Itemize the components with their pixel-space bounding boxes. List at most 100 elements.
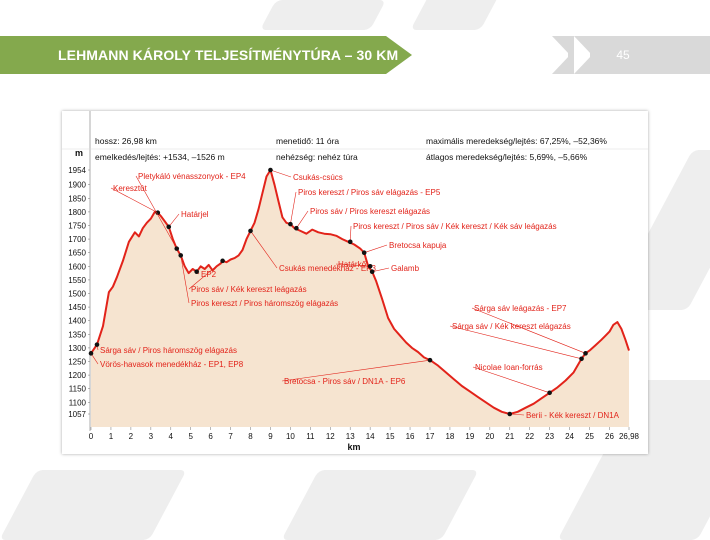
waypoint-marker [583, 351, 588, 356]
waypoint-leader-line [135, 175, 178, 249]
waypoint-marker [369, 269, 375, 275]
waypoint-marker [347, 239, 353, 245]
waypoint-leader-line [188, 260, 223, 290]
x-tick-label: 15 [386, 432, 395, 441]
x-tick-label: 8 [248, 432, 253, 441]
y-tick-label: 1650 [68, 249, 86, 258]
chevron-icon [574, 36, 592, 74]
y-tick-label: 1300 [68, 344, 86, 353]
y-tick-label: 1800 [68, 208, 86, 217]
waypoint-marker [155, 210, 161, 216]
chevron-icon [590, 36, 608, 74]
y-tick-label: 1700 [68, 235, 86, 244]
x-tick-label: 11 [306, 432, 315, 441]
x-tick-label: 3 [149, 432, 154, 441]
waypoint-label: Határjel [181, 210, 209, 219]
waypoint-leader-line [296, 210, 309, 229]
x-tick-label: 2 [129, 432, 134, 441]
background-shape [260, 0, 386, 30]
waypoint-label: Csukás menedékház - EP3 [279, 264, 376, 273]
x-tick-label: 1 [109, 432, 114, 441]
waypoint-marker [579, 356, 584, 362]
background-shape [410, 0, 500, 30]
waypoint-label: Sárga sáv leágazás - EP7 [474, 304, 567, 313]
x-tick-label: 14 [366, 432, 375, 441]
waypoint-marker [220, 258, 225, 264]
x-axis-label: km [347, 442, 360, 452]
header-band [0, 36, 386, 74]
y-tick-label: 1350 [68, 330, 86, 339]
x-tick-label: 12 [326, 432, 335, 441]
waypoint-leader-line [509, 413, 525, 416]
waypoint-label: Bretocsa - Piros sáv / DN1A - EP6 [284, 377, 406, 386]
waypoint-label: Piros kereszt / Piros háromszög elágazás [191, 299, 338, 308]
chevron-icon [552, 36, 570, 74]
waypoint-label: Sárga sáv / Piros háromszög elágazás [100, 346, 237, 355]
waypoint-leader-line [372, 267, 390, 273]
waypoint-label: Piros sáv / Piros kereszt elágazás [310, 207, 430, 216]
waypoint-leader-line [110, 187, 158, 213]
waypoint-leader-line [281, 359, 431, 382]
header-arrow [386, 36, 412, 74]
waypoint-marker [507, 411, 513, 417]
x-tick-label: 13 [346, 432, 355, 441]
x-tick-label: 0 [89, 432, 94, 441]
waypoint-leader-line [168, 213, 180, 228]
waypoint-marker [194, 269, 199, 275]
info-distance: hossz: 26,98 km [95, 136, 157, 146]
waypoint-leader-line [449, 325, 582, 360]
waypoint-label: Csukás-csúcs [293, 173, 343, 182]
waypoint-leader-line [471, 307, 586, 354]
info-max-gradient: maximális meredekség/lejtés: 67,25%, –52… [426, 136, 607, 146]
waypoint-label: Vörös-havasok menedékház - EP1, EP8 [100, 360, 244, 369]
y-tick-label: 1954 [68, 166, 86, 175]
y-tick-label: 1550 [68, 276, 86, 285]
waypoint-marker [367, 263, 373, 269]
waypoint-marker [178, 253, 184, 258]
waypoint-marker [166, 224, 172, 230]
waypoint-leader-line [349, 225, 352, 242]
elevation-profile-chart: hossz: 26,98 km emelkedés/lejtés: +1534,… [62, 111, 648, 452]
waypoint-marker [427, 357, 433, 363]
y-tick-label: 1600 [68, 262, 86, 271]
info-walking-time: menetidő: 11 óra [276, 136, 339, 146]
waypoint-leader-line [335, 263, 371, 267]
elevation-area [91, 170, 629, 427]
waypoint-label: Galamb [391, 264, 420, 273]
waypoint-leader-line [472, 366, 550, 394]
info-ascent-descent: emelkedés/lejtés: +1534, –1526 m [95, 152, 225, 162]
x-tick-label: 17 [426, 432, 435, 441]
waypoint-marker [94, 342, 100, 347]
waypoint-label: Piros kereszt / Piros sáv / Kék kereszt … [353, 222, 557, 231]
x-tick-label: 25 [585, 432, 594, 441]
x-tick-label: 9 [268, 432, 273, 441]
waypoint-label: Keresztút [113, 184, 148, 193]
waypoint-leader-line [270, 169, 292, 178]
y-tick-label: 1100 [69, 398, 87, 407]
x-tick-label: 7 [228, 432, 233, 441]
waypoint-marker [547, 390, 552, 396]
page-title: LEHMANN KÁROLY TELJESÍTMÉNYTÚRA – 30 KM [58, 47, 399, 63]
y-tick-label: 1500 [68, 289, 86, 298]
waypoint-label: EP2 [201, 270, 217, 279]
waypoint-marker [361, 250, 367, 255]
y-tick-label: 1400 [68, 317, 86, 326]
y-tick-label: 1850 [68, 194, 86, 203]
y-tick-label: 1450 [68, 303, 86, 312]
waypoint-leader-line [290, 191, 297, 225]
x-tick-label: 20 [485, 432, 494, 441]
waypoint-marker [288, 221, 293, 227]
x-tick-label: 10 [286, 432, 295, 441]
elevation-profile-card: hossz: 26,98 km emelkedés/lejtés: +1534,… [62, 111, 648, 454]
x-tick-label: 26 [605, 432, 614, 441]
waypoint-leader-line [250, 230, 278, 269]
y-axis-label: m [75, 148, 83, 158]
waypoint-label: Pletykáló vénasszonyok - EP4 [138, 172, 246, 181]
waypoint-label: Piros sáv / Kék kereszt leágazás [191, 285, 307, 294]
waypoint-marker [174, 246, 180, 251]
waypoint-label: Bretocsa kapuja [389, 241, 447, 250]
info-difficulty: nehézség: nehéz túra [276, 152, 358, 162]
waypoint-leader-line [364, 244, 388, 253]
x-tick-label: 5 [188, 432, 193, 441]
x-tick-label: 18 [445, 432, 454, 441]
